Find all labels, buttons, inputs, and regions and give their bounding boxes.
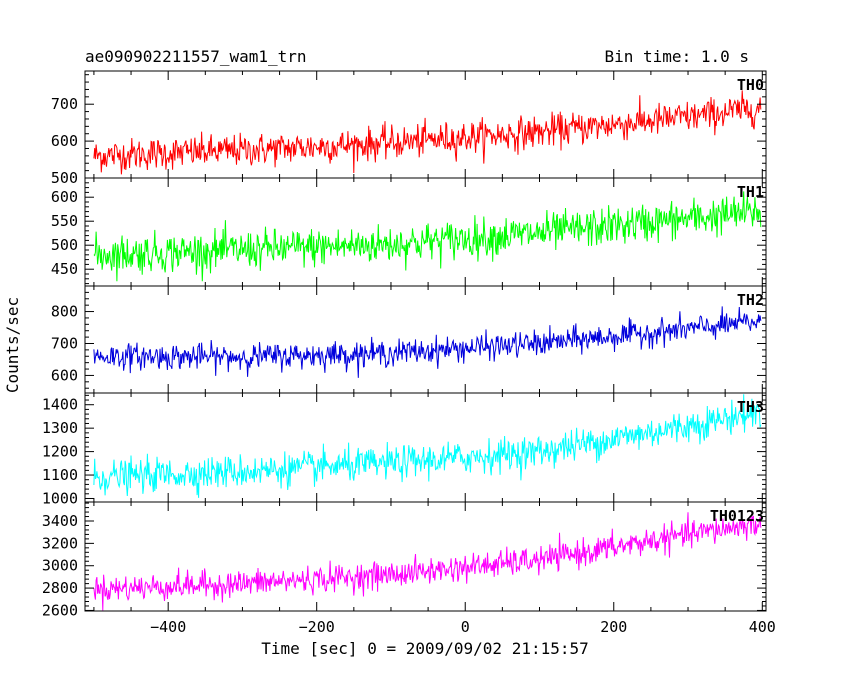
- y-tick-label: 550: [51, 212, 78, 230]
- y-tick-label: 450: [51, 260, 78, 278]
- panel-th2: 600 700 800 TH2: [51, 285, 767, 394]
- panel-label-th0: TH0: [737, 76, 764, 94]
- y-axis-label: Counts/sec: [3, 297, 22, 393]
- bin-time-label: Bin time: 1.0 s: [605, 47, 750, 66]
- y-tick-label: 3400: [42, 512, 78, 530]
- y-tick-label: 3000: [42, 557, 78, 575]
- x-axis-label: Time [sec] 0 = 2009/09/02 21:15:57: [261, 639, 589, 658]
- y-tick-label: 1200: [42, 443, 78, 461]
- series-line-th1: [93, 191, 762, 282]
- series-line-th2: [93, 306, 762, 378]
- y-tick-label: 800: [51, 303, 78, 321]
- series-line-th0123: [93, 512, 762, 611]
- y-tick-label: 1100: [42, 466, 78, 484]
- panel-th0: 500 600 700 TH0: [51, 70, 767, 187]
- panel-label-th1: TH1: [737, 183, 764, 201]
- panel-label-th0123: TH0123: [710, 507, 764, 525]
- panel-label-th3: TH3: [737, 398, 764, 416]
- series-line-th0: [93, 90, 762, 175]
- y-tick-label: 700: [51, 334, 78, 352]
- panel-th0123: 2600 2800 3000 3200 3400 TH0123: [42, 501, 767, 619]
- x-tick-label: 200: [600, 618, 627, 636]
- y-tick-label: 700: [51, 95, 78, 113]
- x-tick-label: 0: [461, 618, 470, 636]
- series-line-th3: [93, 394, 762, 498]
- x-tick-label: −200: [299, 618, 335, 636]
- y-tick-label: 3200: [42, 534, 78, 552]
- y-tick-label: 500: [51, 169, 78, 187]
- y-tick-label: 600: [51, 188, 78, 206]
- y-tick-label: 2800: [42, 579, 78, 597]
- chart-title: ae090902211557_wam1_trn: [85, 47, 307, 66]
- panel-th1: 450 500 550 600 TH1: [51, 177, 767, 287]
- y-tick-label: 2600: [42, 601, 78, 619]
- panel-frame: [84, 177, 767, 287]
- panel-label-th2: TH2: [737, 291, 764, 309]
- panel-frame: [84, 392, 767, 503]
- y-tick-label: 500: [51, 236, 78, 254]
- y-tick-label: 1300: [42, 419, 78, 437]
- x-tick-label: 400: [749, 618, 776, 636]
- panel-frame: [84, 501, 767, 612]
- y-tick-label: 1400: [42, 396, 78, 414]
- y-tick-label: 600: [51, 132, 78, 150]
- y-tick-label: 600: [51, 366, 78, 384]
- x-tick-label: −400: [150, 618, 186, 636]
- y-tick-label: 1000: [42, 489, 78, 507]
- panel-th3: 1000 1100 1200 1300 1400 TH3: [42, 392, 767, 507]
